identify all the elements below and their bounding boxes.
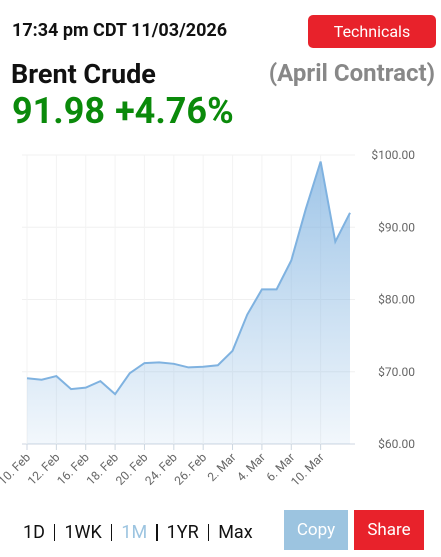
copy-button[interactable]: Copy	[284, 510, 348, 550]
instrument-name: Brent Crude	[11, 58, 156, 90]
y-tick-label: $100.00	[371, 148, 415, 162]
y-tick-label: $90.00	[378, 220, 415, 234]
range-option[interactable]: 1WK	[64, 522, 102, 543]
change: +4.76%	[115, 90, 234, 132]
x-tick-label: 12. Feb	[25, 450, 63, 488]
technicals-button[interactable]: Technicals	[308, 15, 436, 48]
range-option[interactable]: 1YR	[166, 522, 199, 543]
x-tick-label: 20. Feb	[113, 450, 151, 488]
x-tick-label: 10. Mar	[288, 450, 327, 489]
x-tick-label: 4. Mar	[234, 450, 268, 484]
price-line	[26, 161, 351, 396]
range-option[interactable]: 1D	[23, 522, 45, 543]
area-fill	[27, 161, 350, 444]
separator	[110, 524, 113, 541]
contract: (April Contract)	[268, 59, 435, 87]
y-tick-label: $80.00	[378, 293, 415, 307]
x-tick-label: 26. Feb	[172, 450, 210, 488]
range-selector: 1D 1WK 1M 1YR Max	[23, 522, 253, 543]
share-button[interactable]: Share	[354, 510, 424, 550]
separator	[53, 524, 56, 541]
x-tick-label: 16. Feb	[54, 450, 92, 488]
x-tick-label: 2. Mar	[205, 450, 239, 484]
range-option[interactable]: Max	[218, 522, 253, 543]
x-tick-label: 18. Feb	[84, 450, 122, 488]
separator	[156, 524, 158, 541]
y-tick-label: $70.00	[378, 365, 415, 379]
price: 91.98	[12, 90, 106, 132]
y-tick-label: $60.00	[378, 437, 415, 451]
quote: 91.98 +4.76%	[12, 90, 244, 132]
timestamp: 17:34 pm CDT 11/03/2026	[12, 20, 228, 41]
separator	[207, 524, 210, 541]
range-option[interactable]: 1M	[121, 522, 148, 543]
x-tick-label: 24. Feb	[142, 450, 180, 488]
